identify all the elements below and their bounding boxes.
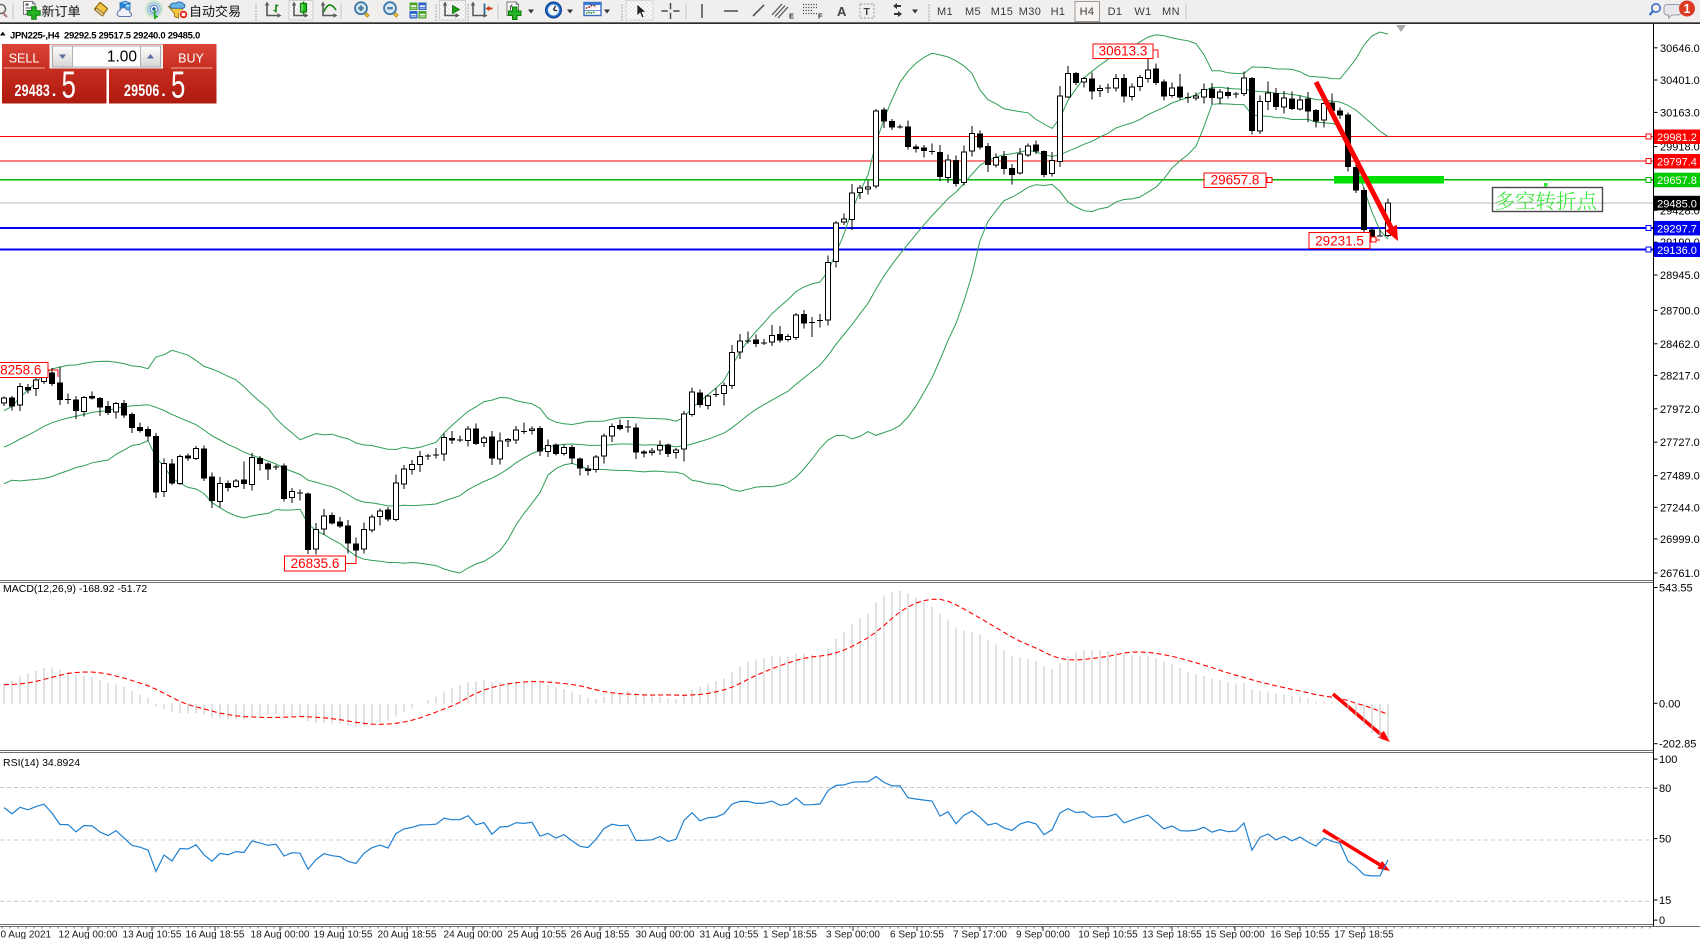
svg-text:27727.0: 27727.0 [1660, 437, 1700, 449]
svg-text:24 Aug 00:00: 24 Aug 00:00 [444, 930, 503, 939]
svg-text:18 Aug 00:00: 18 Aug 00:00 [251, 930, 310, 939]
svg-text:H1: H1 [1051, 6, 1066, 18]
svg-text:1.00: 1.00 [107, 49, 138, 66]
svg-text:29918.0: 29918.0 [1660, 142, 1700, 154]
svg-text:15 Sep 00:00: 15 Sep 00:00 [1205, 930, 1265, 939]
svg-text:29136.0: 29136.0 [1657, 245, 1697, 257]
svg-text:30163.0: 30163.0 [1660, 107, 1700, 119]
svg-text:M5: M5 [965, 6, 981, 18]
svg-text:29483: 29483 [15, 82, 51, 100]
svg-text:29231.5: 29231.5 [1315, 234, 1364, 249]
svg-text:28217.0: 28217.0 [1660, 370, 1700, 382]
svg-text:3 Sep 00:00: 3 Sep 00:00 [826, 930, 880, 939]
svg-text:0.00: 0.00 [1659, 698, 1680, 710]
svg-text:29797.4: 29797.4 [1657, 157, 1697, 169]
svg-text:27489.0: 27489.0 [1660, 471, 1700, 483]
svg-text:10 Sep 10:55: 10 Sep 10:55 [1078, 930, 1138, 939]
svg-text:.: . [52, 82, 57, 100]
svg-text:M1: M1 [937, 6, 953, 18]
svg-text:1: 1 [1684, 2, 1691, 16]
svg-text:15: 15 [1659, 895, 1671, 907]
svg-text:31 Aug 10:55: 31 Aug 10:55 [700, 930, 759, 939]
svg-text:26 Aug 18:55: 26 Aug 18:55 [571, 930, 630, 939]
svg-text:F: F [818, 12, 823, 21]
svg-text:13 Aug 10:55: 13 Aug 10:55 [123, 930, 182, 939]
svg-text:29485.0: 29485.0 [1657, 198, 1697, 210]
svg-text:29981.2: 29981.2 [1657, 132, 1697, 144]
svg-text:29506: 29506 [124, 82, 160, 100]
svg-text:E: E [789, 12, 794, 21]
svg-text:5: 5 [171, 64, 185, 106]
svg-text:1 Sep 18:55: 1 Sep 18:55 [763, 930, 817, 939]
svg-text:543.55: 543.55 [1659, 583, 1693, 595]
svg-text:W1: W1 [1134, 6, 1151, 18]
svg-text:29297.7: 29297.7 [1657, 223, 1697, 235]
svg-text:19 Aug 10:55: 19 Aug 10:55 [314, 930, 373, 939]
svg-text:13 Sep 18:55: 13 Sep 18:55 [1142, 930, 1202, 939]
svg-text:28700.0: 28700.0 [1660, 305, 1700, 317]
svg-text:7 Sep 17:00: 7 Sep 17:00 [953, 930, 1007, 939]
svg-text:80: 80 [1659, 783, 1671, 795]
svg-text:12 Aug 00:00: 12 Aug 00:00 [59, 930, 118, 939]
svg-text:.: . [161, 82, 166, 100]
svg-text:30 Aug 00:00: 30 Aug 00:00 [636, 930, 695, 939]
svg-text:16 Aug 18:55: 16 Aug 18:55 [186, 930, 245, 939]
svg-text:20 Aug 18:55: 20 Aug 18:55 [378, 930, 437, 939]
svg-text:JPN225-,H4 29292.5 29517.5 29: JPN225-,H4 29292.5 29517.5 29240.0 29485… [10, 31, 200, 42]
svg-text:16 Sep 10:55: 16 Sep 10:55 [1270, 930, 1330, 939]
svg-text:6 Sep 10:55: 6 Sep 10:55 [890, 930, 944, 939]
svg-text:27972.0: 27972.0 [1660, 404, 1700, 416]
svg-text:28945.0: 28945.0 [1660, 270, 1700, 282]
svg-text:50: 50 [1659, 834, 1671, 846]
svg-text:30646.0: 30646.0 [1660, 43, 1700, 55]
svg-text:100: 100 [1659, 754, 1677, 766]
svg-text:25 Aug 10:55: 25 Aug 10:55 [508, 930, 567, 939]
svg-text:0: 0 [1659, 915, 1665, 927]
svg-text:SELL: SELL [9, 52, 40, 66]
svg-text:28462.0: 28462.0 [1660, 339, 1700, 351]
svg-text:30401.0: 30401.0 [1660, 75, 1700, 87]
svg-text:RSI(14) 34.8924: RSI(14) 34.8924 [3, 757, 80, 769]
svg-text:26761.0: 26761.0 [1660, 568, 1700, 580]
svg-text:D1: D1 [1108, 6, 1123, 18]
svg-text:29657.8: 29657.8 [1211, 173, 1260, 188]
svg-text:T: T [864, 6, 871, 18]
svg-text:5: 5 [62, 64, 76, 106]
svg-text:M30: M30 [1019, 6, 1042, 18]
svg-text:MN: MN [1162, 6, 1180, 18]
svg-text:28258.6: 28258.6 [0, 363, 41, 378]
svg-text:17 Sep 18:55: 17 Sep 18:55 [1334, 930, 1394, 939]
svg-text:H4: H4 [1080, 6, 1095, 18]
svg-text:M15: M15 [991, 6, 1014, 18]
svg-text:MACD(12,26,9) -168.92 -51.72: MACD(12,26,9) -168.92 -51.72 [3, 583, 147, 595]
svg-text:9 Sep 00:00: 9 Sep 00:00 [1016, 930, 1070, 939]
svg-text:BUY: BUY [178, 52, 204, 66]
svg-text:A: A [837, 4, 847, 19]
svg-text:f: f [509, 4, 513, 15]
svg-text:-202.85: -202.85 [1659, 739, 1696, 751]
svg-text:26835.6: 26835.6 [291, 556, 340, 571]
svg-text:30613.3: 30613.3 [1099, 44, 1148, 59]
svg-text:26999.0: 26999.0 [1660, 534, 1700, 546]
svg-text:0 Aug 2021: 0 Aug 2021 [1, 930, 52, 939]
svg-text:27244.0: 27244.0 [1660, 502, 1700, 514]
svg-text:29657.8: 29657.8 [1657, 175, 1697, 187]
